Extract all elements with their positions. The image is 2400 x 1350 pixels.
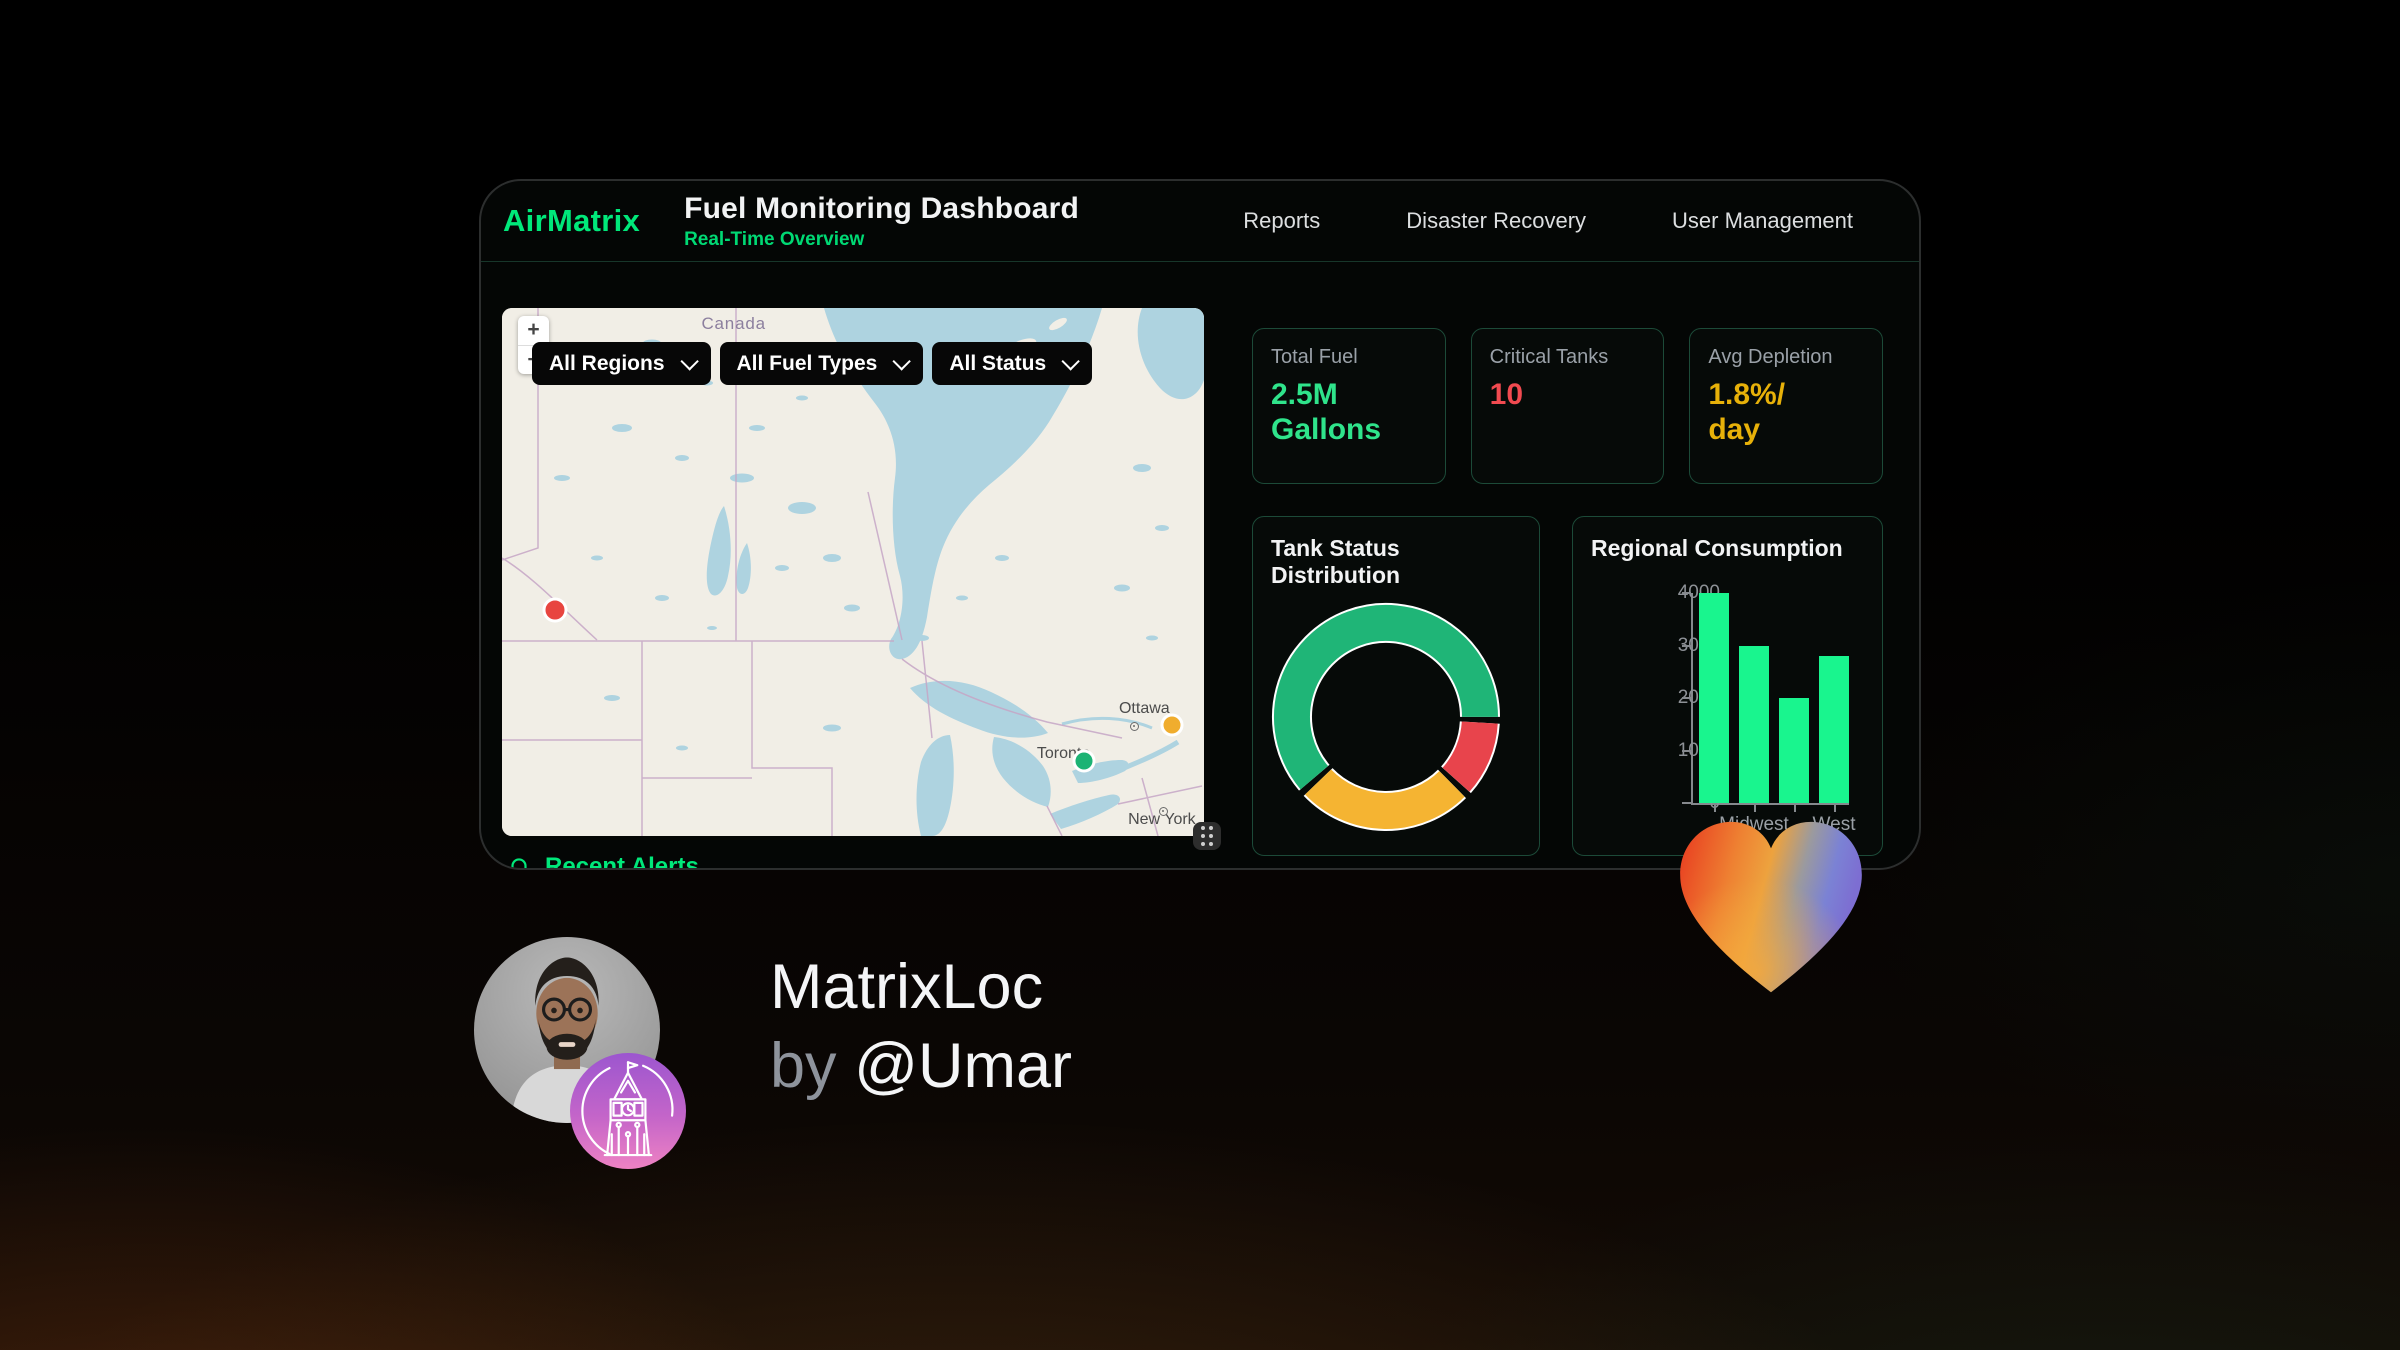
bar-plot-area: [1691, 593, 1849, 805]
stat-value: 2.5M Gallons: [1271, 378, 1382, 447]
bar: [1819, 656, 1849, 803]
y-tick-mark: [1682, 749, 1691, 752]
bell-icon: [511, 858, 527, 868]
bar: [1739, 645, 1769, 803]
byline-prefix: by: [770, 1031, 837, 1101]
nav-reports[interactable]: Reports: [1243, 208, 1321, 233]
page-title: Fuel Monitoring Dashboard: [684, 192, 1080, 226]
fuel-map[interactable]: Canada Ottawa Toronto New York + − All R…: [502, 308, 1204, 836]
x-tick-mark: [1714, 805, 1716, 812]
brand-text: MatrixLoc by @Umar: [770, 948, 1072, 1106]
map-label-canada: Canada: [701, 313, 766, 333]
map-label-new-york: New York: [1128, 811, 1196, 829]
x-tick-mark: [1794, 805, 1796, 812]
y-tick-mark: [1682, 592, 1691, 594]
y-tick-mark: [1682, 802, 1691, 804]
y-tick-mark: [1682, 644, 1691, 647]
stats-column: Total Fuel 2.5M Gallons Critical Tanks 10…: [1252, 328, 1884, 856]
stat-label: Total Fuel: [1271, 346, 1358, 368]
tank-status-donut-chart: [1272, 602, 1500, 831]
chart-title: Tank Status Distribution: [1271, 535, 1401, 588]
ottawa-city-dot-icon: [1130, 722, 1140, 732]
resize-drag-handle-icon[interactable]: [1193, 822, 1221, 850]
tank-marker[interactable]: [542, 597, 568, 623]
bar: [1699, 593, 1729, 803]
main-nav: Reports Disaster Recovery User Managemen…: [1243, 208, 1879, 234]
map-tiles: [502, 308, 1204, 836]
app-logo: AirMatrix: [503, 203, 641, 238]
chart-title: Regional Consumption: [1591, 535, 1843, 561]
chevron-down-icon: [1061, 352, 1081, 371]
app-name: MatrixLoc: [770, 952, 1044, 1022]
recent-alerts-title: Recent Alerts: [545, 853, 699, 870]
chevron-down-icon: [679, 352, 699, 371]
clock-tower-icon: [581, 1061, 674, 1157]
author-handle: @Umar: [854, 1031, 1073, 1101]
y-tick-mark: [1682, 697, 1691, 699]
nav-disaster-recovery[interactable]: Disaster Recovery: [1406, 208, 1587, 233]
page-subtitle: Real-Time Overview: [684, 228, 865, 250]
tank-status-chart-card: Tank Status Distribution: [1252, 516, 1540, 856]
new-york-city-dot-icon: [1159, 807, 1169, 817]
stats-row: Total Fuel 2.5M Gallons Critical Tanks 10…: [1252, 328, 1884, 484]
chevron-down-icon: [892, 352, 912, 371]
stat-card-avg-depletion: Avg Depletion 1.8%/day: [1689, 328, 1884, 484]
regional-consumption-chart-card: Regional Consumption 01000200030004000Mi…: [1572, 516, 1883, 856]
map-label-ottawa: Ottawa: [1118, 700, 1170, 718]
stat-label: Avg Depletion: [1708, 346, 1833, 368]
app-header: AirMatrix Fuel Monitoring Dashboard Real…: [481, 181, 1919, 262]
byline: by @Umar: [770, 1027, 1072, 1106]
fuel-type-filter-dropdown[interactable]: All Fuel Types: [719, 342, 924, 385]
stat-value: 10: [1489, 378, 1524, 411]
title-block: Fuel Monitoring Dashboard Real-Time Over…: [684, 192, 1079, 250]
heart-icon: [1680, 821, 1862, 993]
x-tick-mark: [1754, 805, 1756, 812]
fuel-type-filter-value: All Fuel Types: [736, 351, 878, 375]
stat-card-total-fuel: Total Fuel 2.5M Gallons: [1252, 328, 1446, 484]
map-filters: All Regions All Fuel Types All Status: [532, 342, 1093, 385]
bar: [1779, 698, 1809, 803]
dashboard-window: AirMatrix Fuel Monitoring Dashboard Real…: [479, 179, 1921, 870]
tank-marker[interactable]: [1160, 713, 1184, 737]
tower-badge: [570, 1053, 686, 1169]
stat-label: Critical Tanks: [1489, 346, 1609, 368]
charts-row: Tank Status Distribution Regional Consum…: [1252, 516, 1883, 856]
region-filter-dropdown[interactable]: All Regions: [532, 342, 711, 385]
stat-value: 1.8%/day: [1708, 378, 1786, 447]
status-filter-dropdown[interactable]: All Status: [932, 342, 1093, 385]
status-filter-value: All Status: [949, 351, 1047, 375]
tank-marker[interactable]: [1072, 749, 1096, 773]
recent-alerts-header: Recent Alerts: [506, 853, 699, 870]
stat-card-critical-tanks: Critical Tanks 10: [1470, 328, 1665, 484]
x-tick-mark: [1834, 805, 1836, 812]
nav-user-management[interactable]: User Management: [1672, 208, 1853, 233]
region-filter-value: All Regions: [549, 351, 665, 375]
